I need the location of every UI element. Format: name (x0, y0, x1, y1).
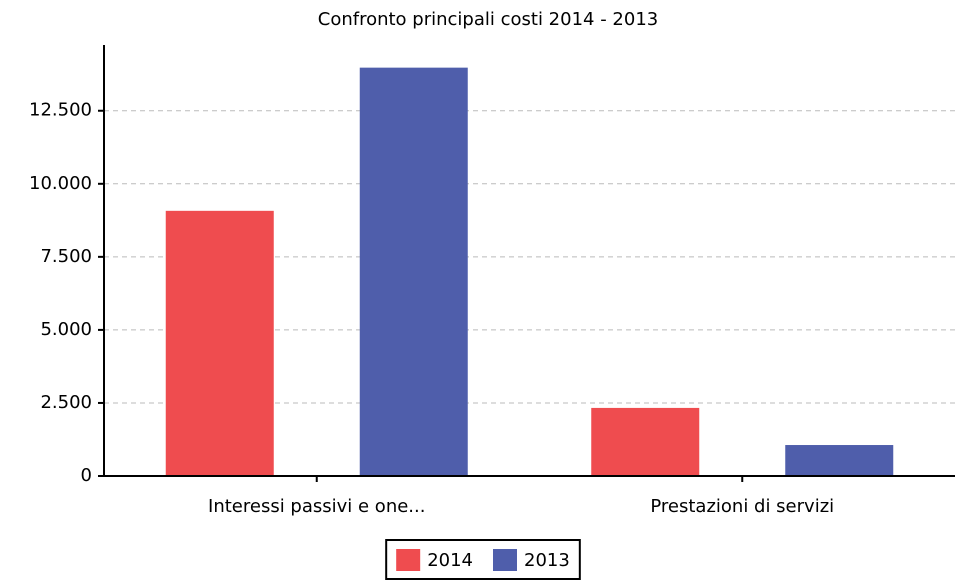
y-tick-label: 7.500 (40, 246, 92, 267)
legend-label: 2013 (524, 550, 570, 571)
legend: 2014 2013 (385, 539, 581, 580)
x-tick-label: Interessi passivi e one... (208, 496, 425, 517)
chart-title: Confronto principali costi 2014 - 2013 (318, 9, 658, 30)
legend-swatch (396, 549, 421, 571)
bar (785, 445, 894, 476)
bar (165, 210, 274, 476)
legend-swatch (493, 549, 517, 571)
bar (359, 67, 468, 477)
y-tick-label: 0 (81, 465, 92, 486)
y-tick-label: 5.000 (40, 319, 92, 340)
y-tick-label: 12.500 (29, 100, 92, 121)
bar (591, 407, 700, 476)
y-tick-label: 10.000 (29, 173, 92, 194)
x-tick-label: Prestazioni di servizi (650, 496, 834, 517)
legend-label: 2014 (427, 550, 473, 571)
y-tick-label: 2.500 (40, 392, 92, 413)
